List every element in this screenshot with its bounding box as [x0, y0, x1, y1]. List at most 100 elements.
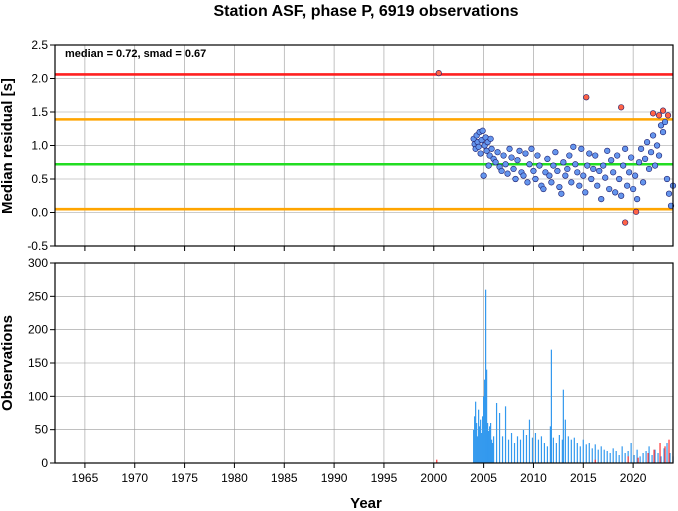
residual-point-0-75 — [602, 174, 609, 181]
observation-bar-0-25 — [507, 439, 510, 463]
observation-bar-0-54 — [588, 443, 590, 463]
residual-point-0-89 — [630, 185, 637, 193]
residual-point-0-61 — [574, 169, 581, 176]
observation-bar-0-69 — [633, 455, 635, 463]
observation-bar-0-77 — [657, 453, 659, 463]
observation-bar-0-7 — [480, 419, 482, 463]
x-tick-label-5: 1990 — [321, 471, 348, 485]
residual-point-0-72 — [596, 167, 603, 175]
observation-bar-0-23 — [501, 436, 504, 463]
x-tick-label-2: 1975 — [171, 471, 198, 485]
observation-bar-0-49 — [573, 437, 575, 463]
residual-point-0-31 — [514, 157, 521, 164]
residual-point-0-99 — [649, 132, 657, 139]
residual-point-0-65 — [582, 189, 589, 196]
bottom-ytick-label-4: 200 — [28, 323, 48, 337]
observation-bar-0-2 — [475, 401, 477, 463]
observation-bar-0-22 — [498, 413, 501, 463]
observation-bar-1-8 — [668, 439, 670, 463]
observation-bar-1-1 — [594, 459, 596, 463]
residual-point-0-77 — [606, 185, 613, 193]
observation-bar-0-47 — [567, 436, 569, 463]
observation-bar-0-59 — [603, 449, 605, 463]
residual-point-0-103 — [657, 122, 665, 129]
residual-point-0-29 — [510, 165, 517, 173]
residual-point-0-16 — [486, 152, 493, 159]
residual-point-0-35 — [522, 150, 529, 157]
residual-point-0-32 — [516, 147, 523, 154]
observation-bar-0-78 — [660, 456, 662, 463]
residual-point-0-58 — [568, 179, 575, 186]
residual-point-0-30 — [512, 175, 519, 183]
residual-point-0-100 — [651, 162, 659, 169]
observation-bar-0-3 — [476, 423, 478, 463]
observation-bar-0-43 — [558, 435, 560, 463]
residual-point-0-55 — [562, 172, 569, 179]
residual-point-0-51 — [554, 167, 561, 175]
residual-point-0-36 — [524, 179, 531, 186]
observation-bar-0-0 — [473, 429, 475, 463]
observation-bar-0-33 — [531, 437, 534, 463]
observation-bar-0-61 — [609, 453, 611, 463]
observation-bar-0-55 — [591, 448, 593, 463]
residual-point-0-102 — [655, 152, 663, 159]
observation-bar-0-45 — [562, 389, 564, 463]
residual-point-0-39 — [530, 167, 537, 175]
observation-bar-0-41 — [552, 437, 554, 463]
observation-bar-0-53 — [585, 444, 587, 463]
residual-point-0-45 — [542, 169, 549, 176]
residual-point-0-80 — [612, 189, 619, 196]
observation-bar-0-31 — [525, 435, 528, 463]
residual-point-0-49 — [550, 162, 557, 169]
observation-bar-0-80 — [666, 443, 668, 463]
observation-bar-0-81 — [669, 453, 671, 463]
x-tick-label-9: 2010 — [520, 471, 547, 485]
observation-bar-0-11 — [484, 379, 486, 463]
residual-point-1-8 — [664, 112, 672, 119]
observation-bar-0-38 — [546, 446, 549, 463]
residual-point-1-1 — [583, 94, 590, 101]
residual-point-0-67 — [586, 150, 593, 157]
observation-bar-0-46 — [564, 419, 566, 463]
bottom-y-axis-label: Observations — [0, 315, 16, 411]
observation-bar-1-3 — [637, 457, 639, 463]
observation-bar-0-24 — [504, 406, 507, 463]
residual-point-0-88 — [628, 154, 635, 161]
residual-point-0-68 — [588, 175, 595, 183]
observation-bar-0-72 — [642, 453, 644, 463]
bottom-ytick-label-2: 100 — [28, 389, 48, 403]
residual-point-0-83 — [618, 192, 625, 199]
residual-point-0-20 — [492, 159, 499, 166]
residual-point-0-38 — [528, 145, 535, 152]
x-tick-label-4: 1985 — [271, 471, 298, 485]
residual-point-0-79 — [610, 169, 617, 176]
observation-bar-1-6 — [659, 443, 661, 463]
observation-bar-0-44 — [561, 439, 563, 463]
observation-bar-0-15 — [487, 431, 490, 463]
x-tick-label-3: 1980 — [221, 471, 248, 485]
observation-bar-0-79 — [663, 448, 665, 463]
residual-point-0-47 — [546, 172, 553, 179]
observation-bar-0-52 — [582, 439, 584, 463]
observation-bar-0-18 — [490, 439, 493, 463]
residual-point-0-26 — [504, 170, 511, 177]
observation-bar-0-29 — [519, 439, 522, 463]
observation-bar-0-36 — [540, 436, 543, 463]
observation-bar-1-0 — [436, 459, 438, 463]
observation-bar-0-17 — [489, 423, 492, 463]
residual-point-0-37 — [526, 161, 533, 168]
bottom-ytick-label-1: 50 — [35, 423, 49, 437]
residual-point-0-59 — [570, 143, 577, 150]
observation-bar-0-19 — [491, 443, 494, 463]
observation-bar-0-16 — [488, 426, 491, 463]
residual-point-0-73 — [598, 196, 605, 203]
residual-point-0-27 — [506, 145, 513, 152]
residual-point-1-7 — [659, 107, 667, 114]
observation-bar-0-70 — [636, 449, 638, 463]
residual-point-0-54 — [560, 159, 567, 166]
chart-title: Station ASF, phase P, 6919 observations — [214, 3, 519, 20]
residual-point-0-96 — [643, 139, 651, 146]
residual-point-0-15 — [485, 162, 492, 169]
top-plot-frame — [54, 44, 674, 247]
